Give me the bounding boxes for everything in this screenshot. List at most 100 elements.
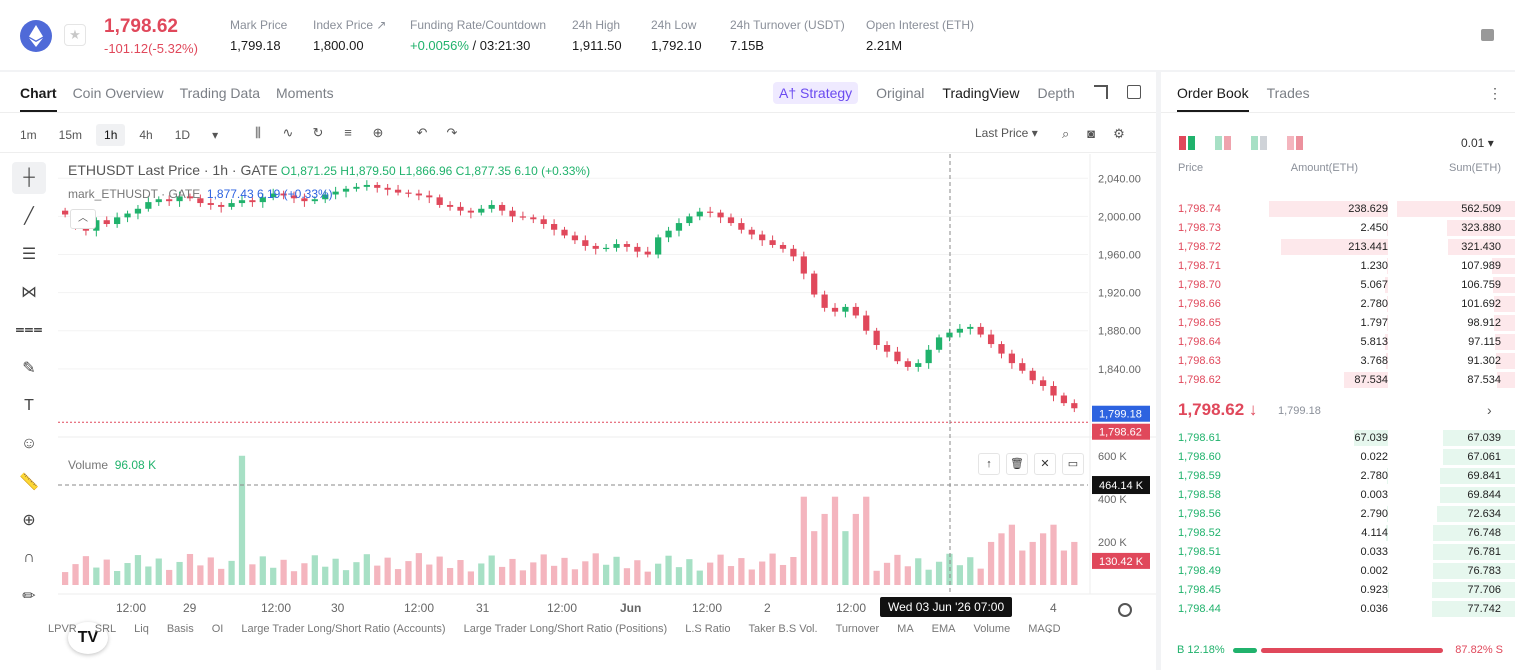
ask-row[interactable]: 1,798.64 5.813 97.115 xyxy=(1161,333,1515,352)
indicator-taker-b-s-vol-[interactable]: Taker B.S Vol. xyxy=(748,623,818,635)
tab-moments[interactable]: Moments xyxy=(276,85,334,101)
expand-icon[interactable] xyxy=(1094,85,1108,99)
price-chart[interactable]: 2,040.00 2,000.00 1,960.00 1,920.00 1,880.00… xyxy=(58,154,1156,624)
bid-row[interactable]: 1,798.56 2.790 72.634 xyxy=(1161,505,1515,524)
ask-row[interactable]: 1,798.70 5.067 106.759 xyxy=(1161,276,1515,295)
notebook-icon[interactable] xyxy=(1481,29,1494,41)
fullscreen-icon[interactable] xyxy=(1127,85,1141,99)
collapse-icon[interactable]: ✕ xyxy=(1034,453,1056,475)
bid-row[interactable]: 1,798.59 2.780 69.841 xyxy=(1161,467,1515,486)
tick-size-select[interactable]: 0.01 ▾ xyxy=(1461,136,1494,150)
ruler-icon[interactable]: 📏 xyxy=(19,474,39,491)
pattern-icon[interactable]: ⋈ xyxy=(21,284,37,301)
interval-1d[interactable]: 1D xyxy=(174,128,191,142)
zoom-in-icon[interactable]: ⊕ xyxy=(22,512,36,529)
refresh-icon[interactable]: ↻ xyxy=(312,125,324,140)
ask-row[interactable]: 1,798.65 1.797 98.912 xyxy=(1161,314,1515,333)
move-up-icon[interactable]: ↑ xyxy=(978,453,1000,475)
interval-15m[interactable]: 15m xyxy=(58,128,83,142)
gear-icon[interactable]: ⚙ xyxy=(1113,126,1125,141)
view-asks-icon[interactable] xyxy=(1251,136,1267,150)
compare-icon[interactable]: ∿ xyxy=(282,125,294,140)
volume-bar xyxy=(842,531,849,585)
fib-icon[interactable]: ⩶ xyxy=(15,321,43,338)
indicator-basis[interactable]: Basis xyxy=(166,623,194,635)
bid-row[interactable]: 1,798.44 0.036 77.742 xyxy=(1161,600,1515,619)
indicator-liq[interactable]: Liq xyxy=(134,623,149,635)
volume-bar xyxy=(374,565,381,585)
tab-chart[interactable]: Chart xyxy=(20,85,57,112)
tab-trading-data[interactable]: Trading Data xyxy=(179,85,261,101)
delete-icon[interactable]: 🗑 xyxy=(1006,453,1028,475)
ask-row[interactable]: 1,798.74 238.629 562.509 xyxy=(1161,200,1515,219)
ask-row[interactable]: 1,798.63 3.768 91.302 xyxy=(1161,352,1515,371)
ask-row[interactable]: 1,798.73 2.450 323.880 xyxy=(1161,219,1515,238)
tab-tradingview[interactable]: TradingView xyxy=(942,85,1020,101)
text-icon[interactable]: T xyxy=(24,397,34,414)
redo-icon[interactable]: ↷ xyxy=(446,125,458,140)
candle-body xyxy=(498,204,506,211)
strategy-button[interactable]: A† Strategy xyxy=(773,82,859,104)
interval-1m[interactable]: 1m xyxy=(20,128,37,142)
bid-row[interactable]: 1,798.49 0.002 76.783 xyxy=(1161,562,1515,581)
volume-bar xyxy=(415,553,422,585)
indicator-large-trader-long-short-ratio-positions-[interactable]: Large Trader Long/Short Ratio (Positions… xyxy=(463,623,668,635)
axis-settings-icon[interactable] xyxy=(1118,603,1132,617)
volume-bar xyxy=(987,541,995,585)
bid-row[interactable]: 1,798.51 0.033 76.781 xyxy=(1161,543,1515,562)
brush-icon[interactable]: ✎ xyxy=(22,360,36,377)
ask-row[interactable]: 1,798.72 213.441 321.430 xyxy=(1161,238,1515,257)
indicator-ema[interactable]: EMA xyxy=(931,623,956,635)
maximize-icon[interactable]: ▭ xyxy=(1062,453,1084,475)
tab-order-book[interactable]: Order Book xyxy=(1177,85,1249,112)
bid-row[interactable]: 1,798.45 0.923 77.706 xyxy=(1161,581,1515,600)
tab-depth[interactable]: Depth xyxy=(1037,85,1075,101)
tab-coin-overview[interactable]: Coin Overview xyxy=(72,85,164,101)
add-icon[interactable]: ⊕ xyxy=(372,125,384,140)
chevron-right-icon[interactable]: › xyxy=(1048,623,1052,637)
collapse-legend-button[interactable]: ︿ xyxy=(70,209,96,229)
view-both-icon[interactable] xyxy=(1179,136,1195,150)
tab-original[interactable]: Original xyxy=(876,85,925,101)
volume-bar xyxy=(166,569,173,585)
view-depth-icon[interactable] xyxy=(1287,136,1303,150)
magnet-icon[interactable]: ∩ xyxy=(23,549,35,566)
tab-trades[interactable]: Trades xyxy=(1266,85,1310,101)
interval-4h[interactable]: 4h xyxy=(139,128,153,142)
stat-index-price[interactable]: Index Price ↗ 1,800.00 xyxy=(313,18,387,53)
chevron-right-icon[interactable]: › xyxy=(1487,402,1492,418)
bid-row[interactable]: 1,798.52 4.114 76.748 xyxy=(1161,524,1515,543)
chevron-down-icon[interactable]: ▾ xyxy=(212,128,219,142)
pencil-lock-icon[interactable]: ✏ xyxy=(22,588,36,605)
more-icon[interactable]: ⋮ xyxy=(1488,85,1502,101)
view-bids-icon[interactable] xyxy=(1215,136,1231,150)
indicator-volume[interactable]: Volume xyxy=(973,623,1011,635)
price-type-select[interactable]: Last Price ▾ xyxy=(975,126,1038,140)
list-icon[interactable]: ≡ xyxy=(344,125,352,140)
undo-icon[interactable]: ↶ xyxy=(416,125,428,140)
indicator-ma[interactable]: MA xyxy=(897,623,914,635)
ask-row[interactable]: 1,798.62 87.534 87.534 xyxy=(1161,371,1515,390)
bid-row[interactable]: 1,798.61 67.039 67.039 xyxy=(1161,429,1515,448)
indicator-macd[interactable]: MACD xyxy=(1028,623,1061,635)
camera-icon[interactable]: ◙ xyxy=(1087,126,1096,141)
emoji-icon[interactable]: ☺ xyxy=(20,435,38,452)
horizontal-lines-icon[interactable]: ☰ xyxy=(21,246,37,263)
interval-1h[interactable]: 1h xyxy=(96,124,126,146)
indicator-oi[interactable]: OI xyxy=(211,623,224,635)
crosshair-icon[interactable]: ┼ xyxy=(12,162,46,194)
trendline-icon[interactable]: ╱ xyxy=(24,208,34,225)
favorite-star-icon[interactable]: ★ xyxy=(64,24,86,46)
indicator-l-s-ratio[interactable]: L.S Ratio xyxy=(685,623,731,635)
volume-bar xyxy=(155,558,162,585)
indicator-icon[interactable]: ⫼ xyxy=(255,125,261,140)
indicator-lpvr[interactable]: LPVR xyxy=(48,623,77,635)
indicator-turnover[interactable]: Turnover xyxy=(835,623,880,635)
ask-row[interactable]: 1,798.66 2.780 101.692 xyxy=(1161,295,1515,314)
search-icon[interactable]: ⌕ xyxy=(1062,126,1070,141)
bid-row[interactable]: 1,798.60 0.022 67.061 xyxy=(1161,448,1515,467)
ask-row[interactable]: 1,798.71 1.230 107.989 xyxy=(1161,257,1515,276)
bid-row[interactable]: 1,798.58 0.003 69.844 xyxy=(1161,486,1515,505)
indicator-large-trader-long-short-ratio-accounts-[interactable]: Large Trader Long/Short Ratio (Accounts) xyxy=(241,623,446,635)
indicator-srl[interactable]: SRL xyxy=(94,623,117,635)
